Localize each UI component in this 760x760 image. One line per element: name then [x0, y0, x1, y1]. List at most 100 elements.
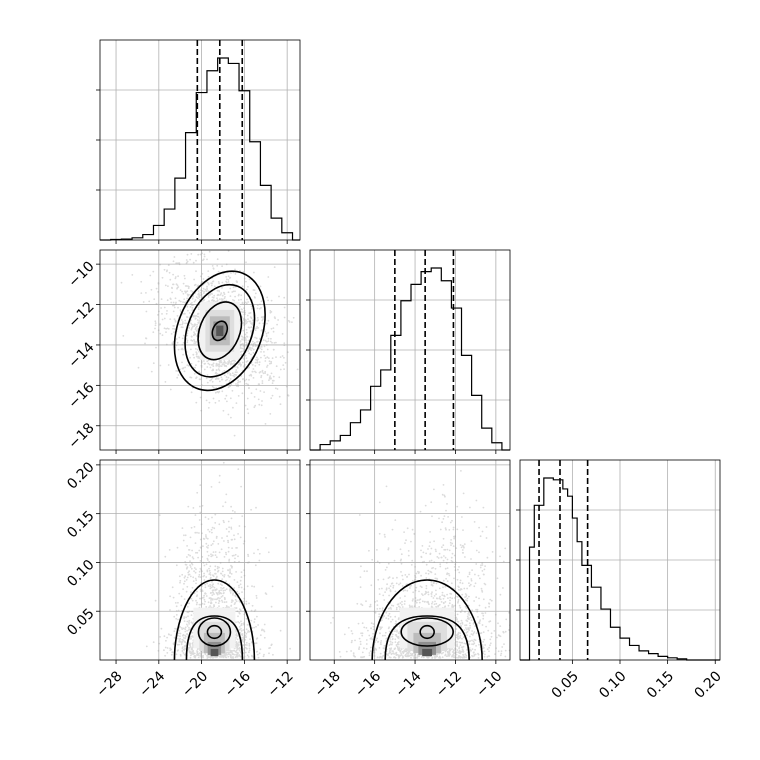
scatter-2-1-point	[484, 644, 486, 646]
scatter-2-0-point	[201, 597, 204, 599]
scatter-2-1-point	[468, 614, 471, 616]
scatter-2-0-point	[202, 537, 205, 540]
scatter-2-1-point	[455, 547, 458, 549]
scatter-2-0-point	[219, 597, 221, 600]
scatter-2-0-point	[236, 610, 239, 613]
scatter-2-1-point	[430, 571, 433, 573]
scatter-2-0-point	[234, 598, 237, 601]
scatter-1-0-point	[211, 369, 214, 372]
scatter-2-0-point	[228, 576, 231, 578]
scatter-2-1-point	[481, 530, 484, 533]
scatter-2-1-point	[488, 605, 490, 608]
scatter-2-0-point	[218, 566, 220, 569]
scatter-2-0-point	[222, 519, 225, 522]
scatter-2-1-point	[456, 618, 458, 621]
scatter-1-0-point	[242, 329, 245, 332]
scatter-2-0-point	[225, 605, 228, 607]
scatter-1-0-point	[242, 378, 245, 380]
scatter-2-0-point	[207, 559, 209, 561]
scatter-2-1-point	[474, 653, 477, 656]
scatter-1-0-point	[223, 370, 226, 372]
panel-scatter-2-0	[96, 459, 301, 664]
scatter-2-0-point	[271, 585, 274, 588]
scatter-2-1-point	[388, 587, 390, 590]
scatter-2-1-point	[411, 605, 413, 607]
scatter-2-0-point	[201, 556, 204, 558]
scatter-2-0-point	[223, 601, 226, 604]
scatter-2-1-point	[399, 650, 401, 653]
scatter-2-0-point	[185, 616, 188, 619]
scatter-2-1-point	[435, 593, 437, 596]
scatter-1-0-point	[218, 290, 221, 293]
scatter-2-1-point	[392, 577, 394, 580]
scatter-2-1-point	[396, 630, 398, 633]
scatter-1-0-point	[140, 292, 143, 294]
scatter-2-1-point	[457, 633, 460, 636]
scatter-2-0-point	[230, 505, 233, 508]
scatter-1-0-point	[207, 283, 210, 286]
scatter-1-0-point	[246, 331, 248, 334]
scatter-1-0-point	[230, 360, 233, 363]
scatter-2-1-point	[380, 640, 383, 642]
scatter-2-0-point	[210, 586, 213, 589]
scatter-2-0-point	[209, 656, 212, 659]
scatter-1-0-point	[172, 283, 175, 286]
scatter-2-0-point	[237, 468, 240, 470]
scatter-2-0-point	[203, 603, 206, 606]
scatter-2-1-point	[404, 542, 406, 544]
scatter-2-0-point	[200, 569, 203, 571]
scatter-1-0-point	[184, 312, 186, 315]
scatter-2-1-point	[444, 556, 447, 559]
scatter-1-0-point	[195, 329, 198, 332]
scatter-2-1-point	[448, 650, 451, 652]
scatter-1-0-point	[145, 337, 147, 340]
scatter-2-1-point	[350, 630, 353, 632]
scatter-2-0-point	[191, 610, 194, 613]
scatter-2-0-point	[242, 600, 244, 603]
scatter-2-1-point	[377, 578, 380, 581]
scatter-2-0-point	[196, 601, 199, 604]
scatter-2-0-point	[145, 645, 148, 648]
scatter-2-1-point	[498, 634, 501, 637]
scatter-2-1-point	[451, 605, 454, 607]
scatter-1-0-point	[230, 362, 233, 365]
scatter-1-0-point	[194, 328, 197, 331]
scatter-1-0-point	[249, 348, 251, 351]
scatter-2-1-point	[370, 627, 372, 630]
scatter-1-0-point	[257, 327, 260, 329]
scatter-2-1-point	[433, 561, 436, 563]
scatter-2-0-point	[258, 559, 261, 562]
scatter-1-0-point	[242, 321, 245, 324]
scatter-2-1-point	[413, 655, 415, 657]
scatter-1-0-point	[227, 361, 230, 363]
scatter-2-0-point	[230, 538, 233, 541]
scatter-2-1-point	[408, 651, 410, 654]
scatter-2-0-point	[188, 623, 191, 625]
scatter-2-1-point	[401, 655, 404, 658]
scatter-2-1-point	[359, 640, 362, 643]
scatter-2-0-point	[253, 610, 256, 612]
scatter-1-0-point	[197, 284, 200, 287]
scatter-2-0-point	[227, 541, 230, 544]
scatter-2-1-point	[343, 633, 346, 636]
scatter-1-0-point	[246, 314, 249, 317]
scatter-1-0-point	[221, 287, 223, 289]
scatter-2-1-point	[468, 582, 470, 584]
scatter-2-0-point	[191, 635, 194, 638]
scatter-1-0-point	[257, 319, 260, 321]
scatter-2-0-point	[225, 551, 227, 554]
scatter-2-1-point	[378, 656, 381, 659]
scatter-2-1-point	[395, 620, 397, 623]
scatter-2-1-point	[456, 633, 459, 636]
scatter-2-0-point	[231, 565, 233, 568]
scatter-1-0-point	[257, 383, 260, 386]
scatter-2-1-point	[397, 649, 400, 652]
scatter-1-0-point	[250, 343, 253, 345]
scatter-2-0-point	[232, 600, 234, 602]
scatter-1-0-point	[197, 308, 200, 311]
scatter-2-1-point	[390, 582, 393, 585]
scatter-2-1-point	[435, 550, 437, 553]
scatter-2-0-point	[172, 642, 175, 645]
scatter-1-0-point	[260, 345, 263, 348]
